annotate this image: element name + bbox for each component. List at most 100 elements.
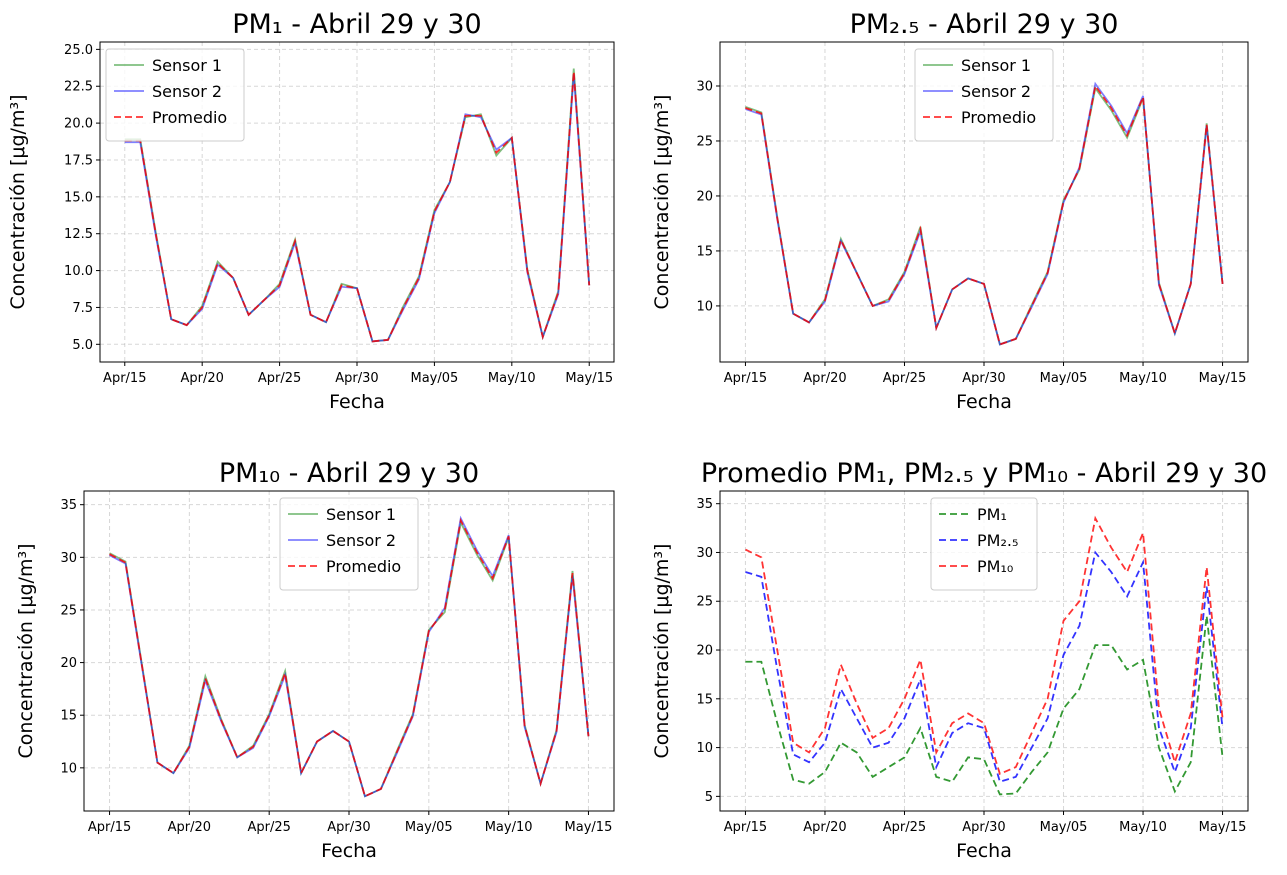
x-tick-label: May/10 xyxy=(1119,820,1167,835)
y-tick-label: 10 xyxy=(60,761,77,776)
legend: Sensor 1 Sensor 2 Promedio xyxy=(279,497,419,591)
x-tick-label: Apr/15 xyxy=(88,820,131,835)
x-tick-label: May/10 xyxy=(1119,371,1167,386)
legend-box xyxy=(914,48,1054,142)
y-tick-label: 20 xyxy=(696,644,713,659)
x-tick-label: May/15 xyxy=(1199,820,1247,835)
x-tick-label: Apr/15 xyxy=(724,820,767,835)
x-axis-label: Fecha xyxy=(956,840,1012,862)
x-tick-label: Apr/20 xyxy=(180,371,223,386)
chart-title: Promedio PM₁, PM₂.₅ y PM₁₀ - Abril 29 y … xyxy=(701,458,1267,489)
y-axis-label: Concentración [μg/m³] xyxy=(7,95,29,310)
y-tick-label: 20 xyxy=(60,656,77,671)
x-tick-label: Apr/30 xyxy=(335,371,378,386)
y-tick-label: 7.5 xyxy=(72,301,93,316)
data-line xyxy=(745,515,1224,776)
plot-frame xyxy=(719,41,1249,363)
y-tick-label: 30 xyxy=(696,79,713,94)
data-line xyxy=(109,517,590,798)
legend-label: Promedio xyxy=(152,108,227,127)
x-tick-label: May/15 xyxy=(565,371,613,386)
y-tick-label: 12.5 xyxy=(64,227,93,242)
y-tick-label: 20.0 xyxy=(64,117,93,132)
x-tick-label: May/10 xyxy=(488,371,536,386)
x-tick-label: Apr/25 xyxy=(883,820,926,835)
x-tick-label: Apr/15 xyxy=(724,371,767,386)
legend-label: Sensor 1 xyxy=(326,505,396,524)
subplot: 10 15 20 25 30 Apr/15 Apr/20 Apr/25 Apr/30 May/05… xyxy=(651,9,1249,413)
y-axis-label: Concentración [μg/m³] xyxy=(15,544,37,759)
y-tick-label: 10.0 xyxy=(64,264,93,279)
plot-frame xyxy=(99,41,615,363)
x-tick-label: Apr/25 xyxy=(247,820,290,835)
x-tick-label: Apr/30 xyxy=(327,820,370,835)
y-tick-label: 15 xyxy=(60,709,77,724)
chart-title: PM₁ - Abril 29 y 30 xyxy=(232,9,481,40)
y-tick-label: 35 xyxy=(696,497,713,512)
x-tick-label: Apr/25 xyxy=(883,371,926,386)
plot-frame xyxy=(83,490,615,812)
x-tick-label: Apr/15 xyxy=(103,371,146,386)
y-tick-label: 15.0 xyxy=(64,190,93,205)
x-tick-label: Apr/30 xyxy=(962,371,1005,386)
x-tick-label: May/05 xyxy=(1040,820,1088,835)
data-line xyxy=(745,615,1224,796)
subplot: 10 15 20 25 30 35 Apr/15 Apr/20 Apr/25 Apr/30 May/… xyxy=(15,458,615,862)
y-tick-label: 35 xyxy=(60,498,77,513)
x-tick-label: Apr/20 xyxy=(168,820,211,835)
x-tick-label: May/10 xyxy=(485,820,533,835)
legend: Sensor 1 Sensor 2 Promedio xyxy=(105,48,245,142)
y-tick-label: 10 xyxy=(696,741,713,756)
legend-label: Sensor 1 xyxy=(961,56,1031,75)
x-axis-label: Fecha xyxy=(321,840,377,862)
legend-label: Sensor 1 xyxy=(152,56,222,75)
x-tick-label: Apr/25 xyxy=(258,371,301,386)
legend-label: Sensor 2 xyxy=(961,82,1031,101)
chart-title: PM₁₀ - Abril 29 y 30 xyxy=(219,458,479,489)
legend-label: PM₁ xyxy=(977,505,1007,524)
y-tick-label: 25 xyxy=(60,603,77,618)
data-line xyxy=(745,550,1224,783)
y-tick-label: 5.0 xyxy=(72,338,93,353)
plot-frame xyxy=(719,490,1249,812)
y-tick-label: 15 xyxy=(696,244,713,259)
y-tick-label: 20 xyxy=(696,189,713,204)
x-axis-label: Fecha xyxy=(956,391,1012,413)
legend-label: PM₁₀ xyxy=(977,557,1013,576)
y-tick-label: 25 xyxy=(696,134,713,149)
y-tick-label: 15 xyxy=(696,692,713,707)
legend: Sensor 1 Sensor 2 Promedio xyxy=(914,48,1054,142)
x-tick-label: Apr/30 xyxy=(962,820,1005,835)
x-tick-label: May/15 xyxy=(565,820,613,835)
legend-label: Promedio xyxy=(961,108,1036,127)
y-axis-label: Concentración [μg/m³] xyxy=(651,544,673,759)
y-tick-label: 5 xyxy=(705,790,713,805)
y-tick-label: 10 xyxy=(696,299,713,314)
y-axis-label: Concentración [μg/m³] xyxy=(651,95,673,310)
subplot: 5.0 7.5 10.0 12.5 15.0 17.5 20.0 22.5 25.0 Apr/15… xyxy=(7,9,615,413)
legend-label: PM₂.₅ xyxy=(977,531,1018,550)
x-axis-label: Fecha xyxy=(329,391,385,413)
y-tick-label: 22.5 xyxy=(64,80,93,95)
chart-title: PM₂.₅ - Abril 29 y 30 xyxy=(850,9,1119,40)
data-line xyxy=(745,83,1224,346)
legend-box xyxy=(930,497,1038,591)
x-tick-label: May/05 xyxy=(405,820,453,835)
legend-label: Sensor 2 xyxy=(326,531,396,550)
subplot: 5 10 15 20 25 30 35 Apr/15 Apr/20 Apr/25 Apr/30 May… xyxy=(651,458,1267,862)
y-tick-label: 30 xyxy=(60,551,77,566)
x-tick-label: Apr/20 xyxy=(803,820,846,835)
legend-box xyxy=(279,497,419,591)
legend-label: Promedio xyxy=(326,557,401,576)
y-tick-label: 25 xyxy=(696,595,713,610)
y-tick-label: 30 xyxy=(696,546,713,561)
legend: PM₁ PM₂.₅ PM₁₀ xyxy=(930,497,1038,591)
x-tick-label: May/15 xyxy=(1199,371,1247,386)
x-tick-label: May/05 xyxy=(411,371,459,386)
legend-label: Sensor 2 xyxy=(152,82,222,101)
legend-box xyxy=(105,48,245,142)
x-tick-label: Apr/20 xyxy=(803,371,846,386)
y-tick-label: 25.0 xyxy=(64,43,93,58)
